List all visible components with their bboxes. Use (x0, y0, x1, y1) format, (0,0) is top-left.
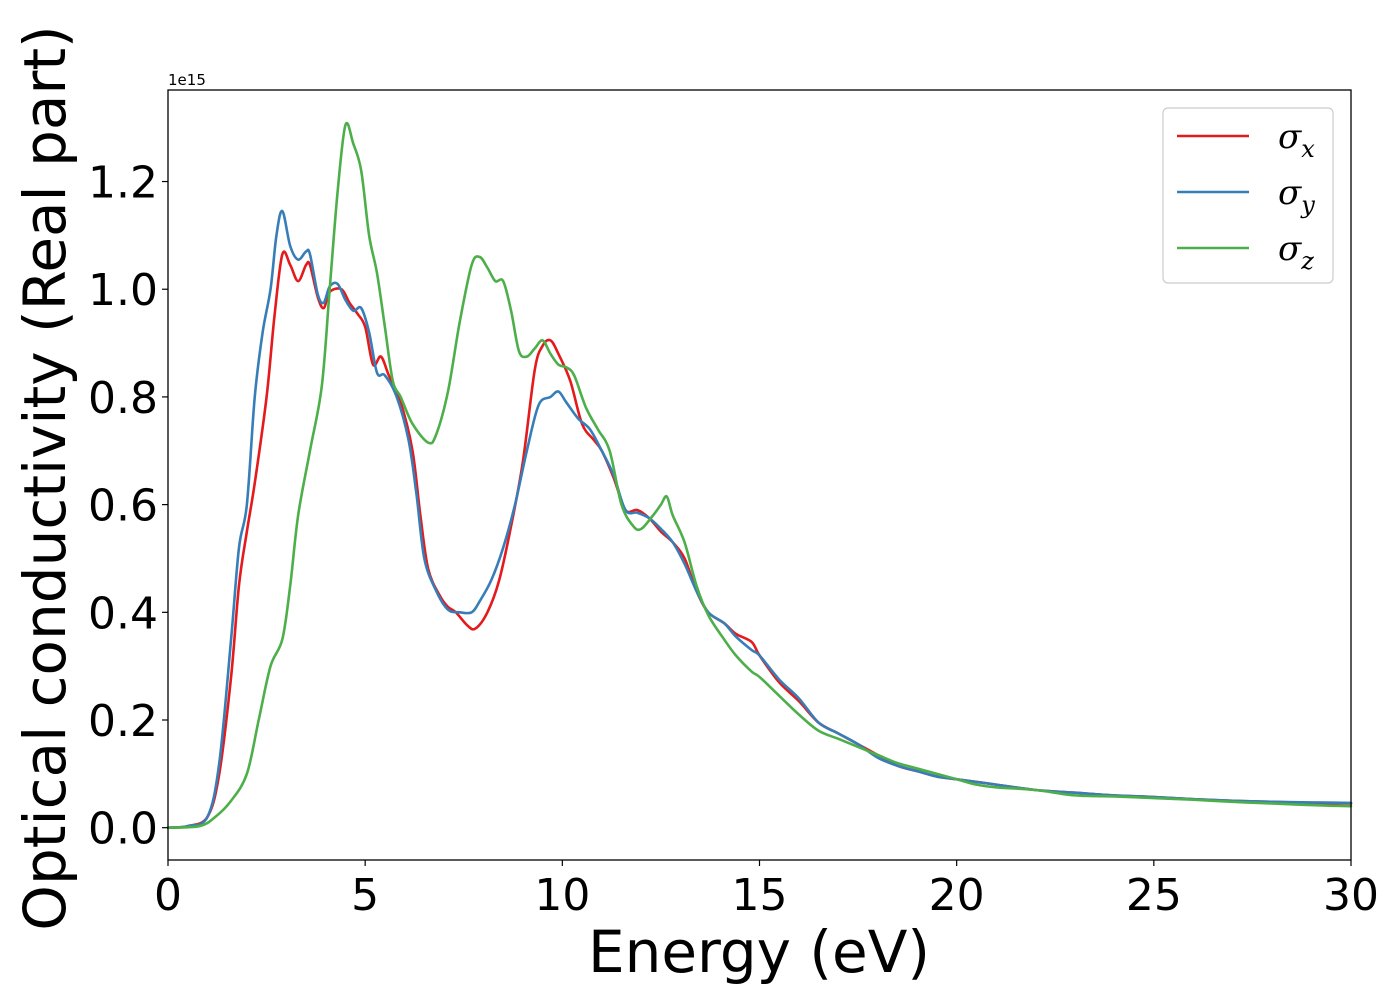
y-tick-label: 0.2 (88, 696, 158, 747)
legend-symbol: σ (1278, 229, 1302, 269)
x-tick-label: 25 (1126, 870, 1182, 921)
x-tick-label: 15 (732, 870, 788, 921)
y-tick-label: 0.6 (88, 481, 158, 532)
legend-label-z: σz (1278, 229, 1314, 275)
legend-symbol: σ (1278, 173, 1302, 213)
x-tick-label: 30 (1323, 870, 1379, 921)
series-layer (166, 121, 1353, 829)
y-tick-label: 0.0 (88, 804, 158, 855)
y-tick-label: 0.4 (88, 588, 158, 639)
x-axis: 0 5 10 15 20 25 30 (154, 860, 1379, 921)
y-axis: 0.0 0.2 0.4 0.6 0.8 1.0 1.2 (88, 158, 168, 855)
legend-label-x: σx (1278, 117, 1315, 163)
legend-subscript: y (1300, 191, 1315, 219)
x-tick-label: 20 (929, 870, 985, 921)
series-line-y (166, 209, 1353, 829)
series-line-x (166, 250, 1353, 829)
y-offset-label: 1e15 (168, 71, 206, 89)
x-axis-title: Energy (eV) (588, 918, 930, 986)
legend-label-y: σy (1278, 173, 1315, 219)
y-tick-label: 0.8 (88, 373, 158, 424)
legend-subscript: x (1301, 135, 1315, 163)
y-axis-title: Optical conductivity (Real part) (11, 25, 79, 930)
series-line-z (166, 121, 1353, 829)
legend-frame (1162, 107, 1334, 284)
y-tick-label: 1.2 (88, 158, 158, 209)
x-tick-label: 10 (534, 870, 590, 921)
x-tick-label: 0 (154, 870, 182, 921)
legend-subscript: z (1300, 247, 1314, 275)
legend-symbol: σ (1278, 117, 1302, 157)
x-tick-label: 5 (351, 870, 379, 921)
y-tick-label: 1.0 (88, 265, 158, 316)
